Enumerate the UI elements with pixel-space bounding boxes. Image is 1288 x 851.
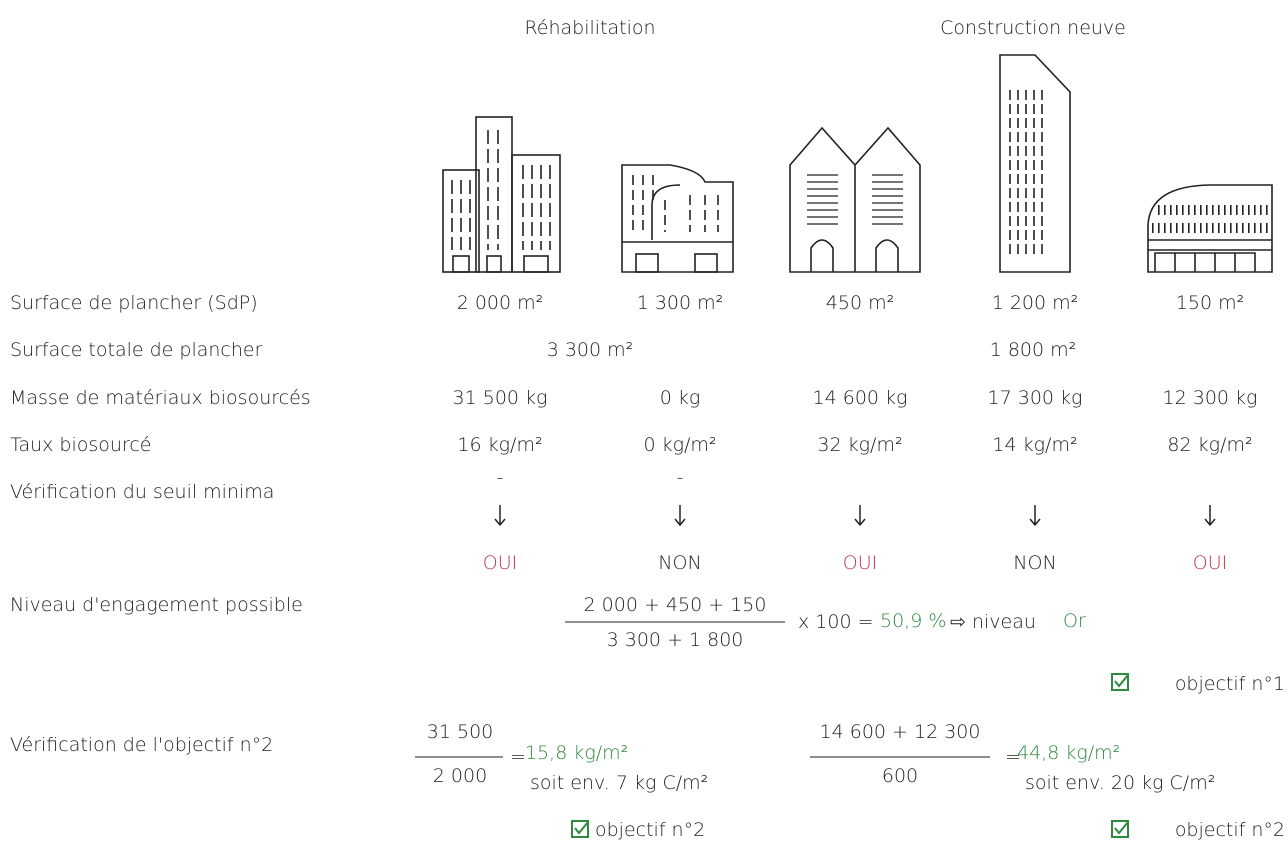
threshold-result: NON [658, 552, 702, 574]
sdp-value: 150 m² [1175, 292, 1245, 314]
result: 44,8 kg/m² [1017, 742, 1121, 764]
sdp-value: 1 200 m² [991, 292, 1079, 314]
numerator: 31 500 [426, 721, 494, 743]
row-label: Vérification du seuil minima [10, 481, 275, 503]
sdp-value: 1 300 m² [636, 292, 724, 314]
row-label: Surface de plancher (SdP) [10, 292, 258, 314]
objective-check: objectif n°1 [1174, 673, 1285, 695]
rate-value: 82 kg/m² [1167, 434, 1253, 456]
sdp-value: 2 000 m² [456, 292, 544, 314]
mass-value: 17 300 kg [987, 387, 1083, 409]
dash: - [676, 467, 684, 489]
level: Or [1063, 610, 1086, 632]
denominator: 3 300 + 1 800 [606, 629, 744, 651]
denominator: 2 000 [432, 765, 488, 787]
objective-check: objectif n°2 [1174, 819, 1285, 841]
carbon-text: soit env. 20 kg C/m² [1025, 772, 1216, 794]
numerator: 14 600 + 12 300 [819, 721, 981, 743]
formula-text: = [1005, 746, 1021, 768]
mass-value: 12 300 kg [1162, 387, 1258, 409]
formula-text: = [510, 746, 526, 768]
dash: - [496, 467, 504, 489]
total-value: 3 300 m² [546, 339, 634, 361]
row-label: Niveau d'engagement possible [10, 594, 303, 616]
rate-value: 16 kg/m² [457, 434, 543, 456]
carbon-text: soit env. 7 kg C/m² [530, 772, 709, 794]
sdp-value: 450 m² [825, 292, 895, 314]
result: 15,8 kg/m² [525, 742, 629, 764]
denominator: 600 [881, 765, 919, 787]
row-label: Masse de matériaux biosourcés [10, 387, 311, 409]
threshold-result: OUI [482, 552, 518, 574]
mass-value: 14 600 kg [812, 387, 908, 409]
mass-value: 0 kg [659, 387, 701, 409]
row-label: Surface totale de plancher [10, 339, 263, 361]
threshold-result: OUI [842, 552, 878, 574]
numerator: 2 000 + 450 + 150 [583, 594, 767, 616]
header: Réhabilitation [524, 17, 656, 39]
threshold-result: OUI [1192, 552, 1228, 574]
mass-value: 31 500 kg [452, 387, 548, 409]
threshold-result: NON [1013, 552, 1057, 574]
rate-value: 0 kg/m² [643, 434, 717, 456]
row-label: Vérification de l'objectif n°2 [10, 734, 274, 756]
header: Construction neuve [940, 17, 1126, 39]
formula-text: ⇨ niveau [950, 611, 1036, 633]
total-value: 1 800 m² [989, 339, 1077, 361]
row-label: Taux biosourcé [10, 434, 152, 456]
rate-value: 14 kg/m² [992, 434, 1078, 456]
rate-value: 32 kg/m² [817, 434, 903, 456]
objective-check: objectif n°2 [595, 819, 706, 841]
result: 50,9 % [880, 610, 947, 632]
formula-text: x 100 = [798, 611, 874, 633]
